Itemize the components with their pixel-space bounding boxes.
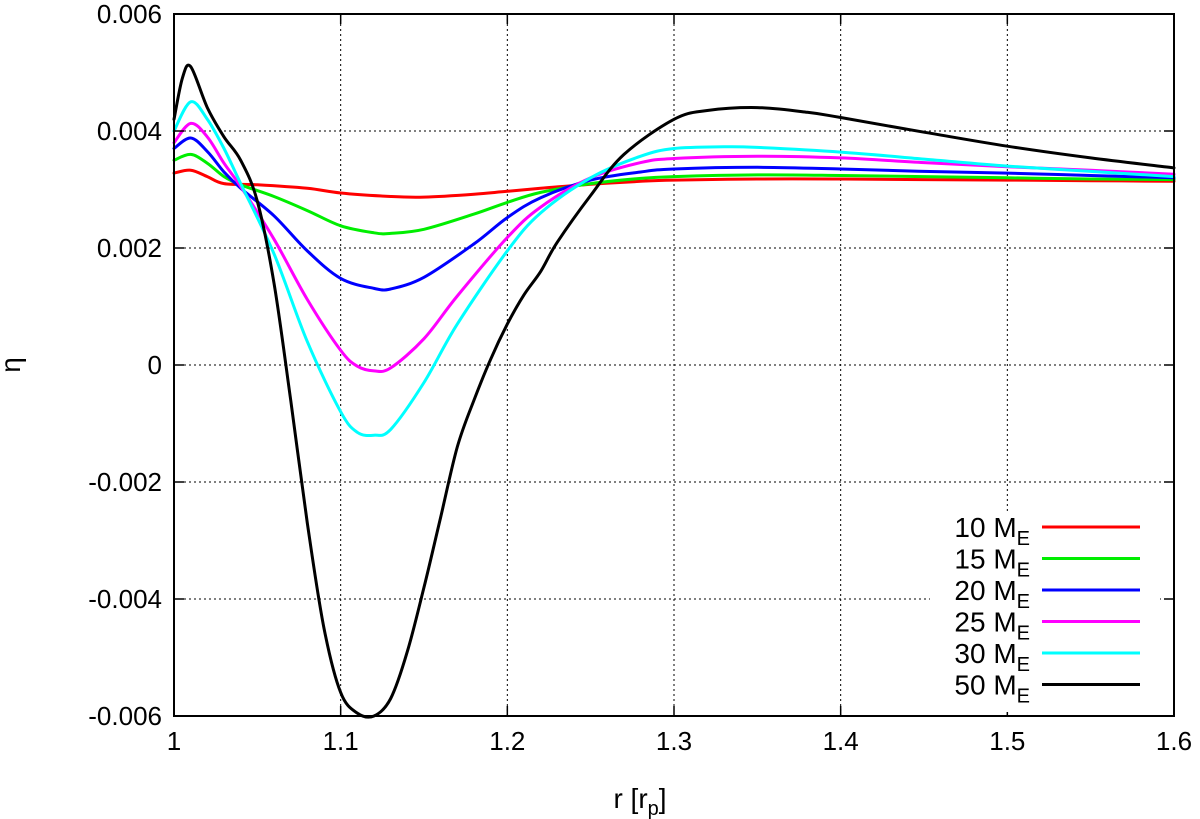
x-tick-label: 1.1	[323, 726, 359, 756]
legend-label-sub: E	[1017, 528, 1030, 550]
legend-label-main: 25 M	[954, 607, 1016, 638]
y-tick-label: 0.006	[97, 0, 162, 29]
y-tick-label: 0.004	[97, 116, 162, 146]
x-tick-label: 1.2	[489, 726, 525, 756]
legend-label-sub: E	[1017, 654, 1030, 676]
legend-label-main: 15 M	[954, 544, 1016, 575]
legend-label-main: 50 M	[954, 670, 1016, 701]
series-lines	[172, 63, 1176, 719]
legend-label-main: 10 M	[954, 512, 1016, 543]
x-axis-label: r [rp]	[613, 783, 666, 819]
x-tick-label: 1.6	[1156, 726, 1192, 756]
legend-label: 15 ME	[954, 544, 1030, 582]
x-axis-label-sub: p	[648, 798, 659, 819]
legend-label-sub: E	[1017, 623, 1030, 645]
y-tick-label: -0.006	[88, 701, 162, 731]
grid	[174, 14, 1174, 716]
y-tick-label: 0	[148, 350, 162, 380]
legend-label: 10 ME	[954, 512, 1030, 550]
legend-label: 50 ME	[954, 670, 1030, 708]
legend-background	[930, 513, 1160, 712]
x-tick-label: 1	[167, 726, 181, 756]
y-tick-label: -0.004	[88, 584, 162, 614]
legend-label-sub: E	[1017, 686, 1030, 708]
legend-label-main: 20 M	[954, 575, 1016, 606]
axis-ticks: 1 1.1 1.2 1.3 1.4 1.5 1.6 -0.006 -0.004 -0.002 0 0.…	[88, 0, 1192, 756]
x-tick-label: 1.5	[989, 726, 1025, 756]
x-tick-label: 1.3	[656, 726, 692, 756]
legend-label-sub: E	[1017, 591, 1030, 613]
legend-label: 20 ME	[954, 575, 1030, 613]
y-tick-label: -0.002	[88, 467, 162, 497]
x-axis-label-end: ]	[659, 783, 667, 814]
legend-label-main: 30 M	[954, 638, 1016, 669]
series-line-50-me	[172, 63, 1176, 719]
series-line-30-me	[172, 100, 1176, 438]
legend-label: 25 ME	[954, 607, 1030, 645]
legend-label-sub: E	[1017, 560, 1030, 582]
y-axis-label: η	[0, 357, 26, 373]
legend-label: 30 ME	[954, 638, 1030, 676]
x-tick-label: 1.4	[823, 726, 859, 756]
x-axis-label-main: r [r	[613, 783, 647, 814]
y-tick-label: 0.002	[97, 233, 162, 263]
